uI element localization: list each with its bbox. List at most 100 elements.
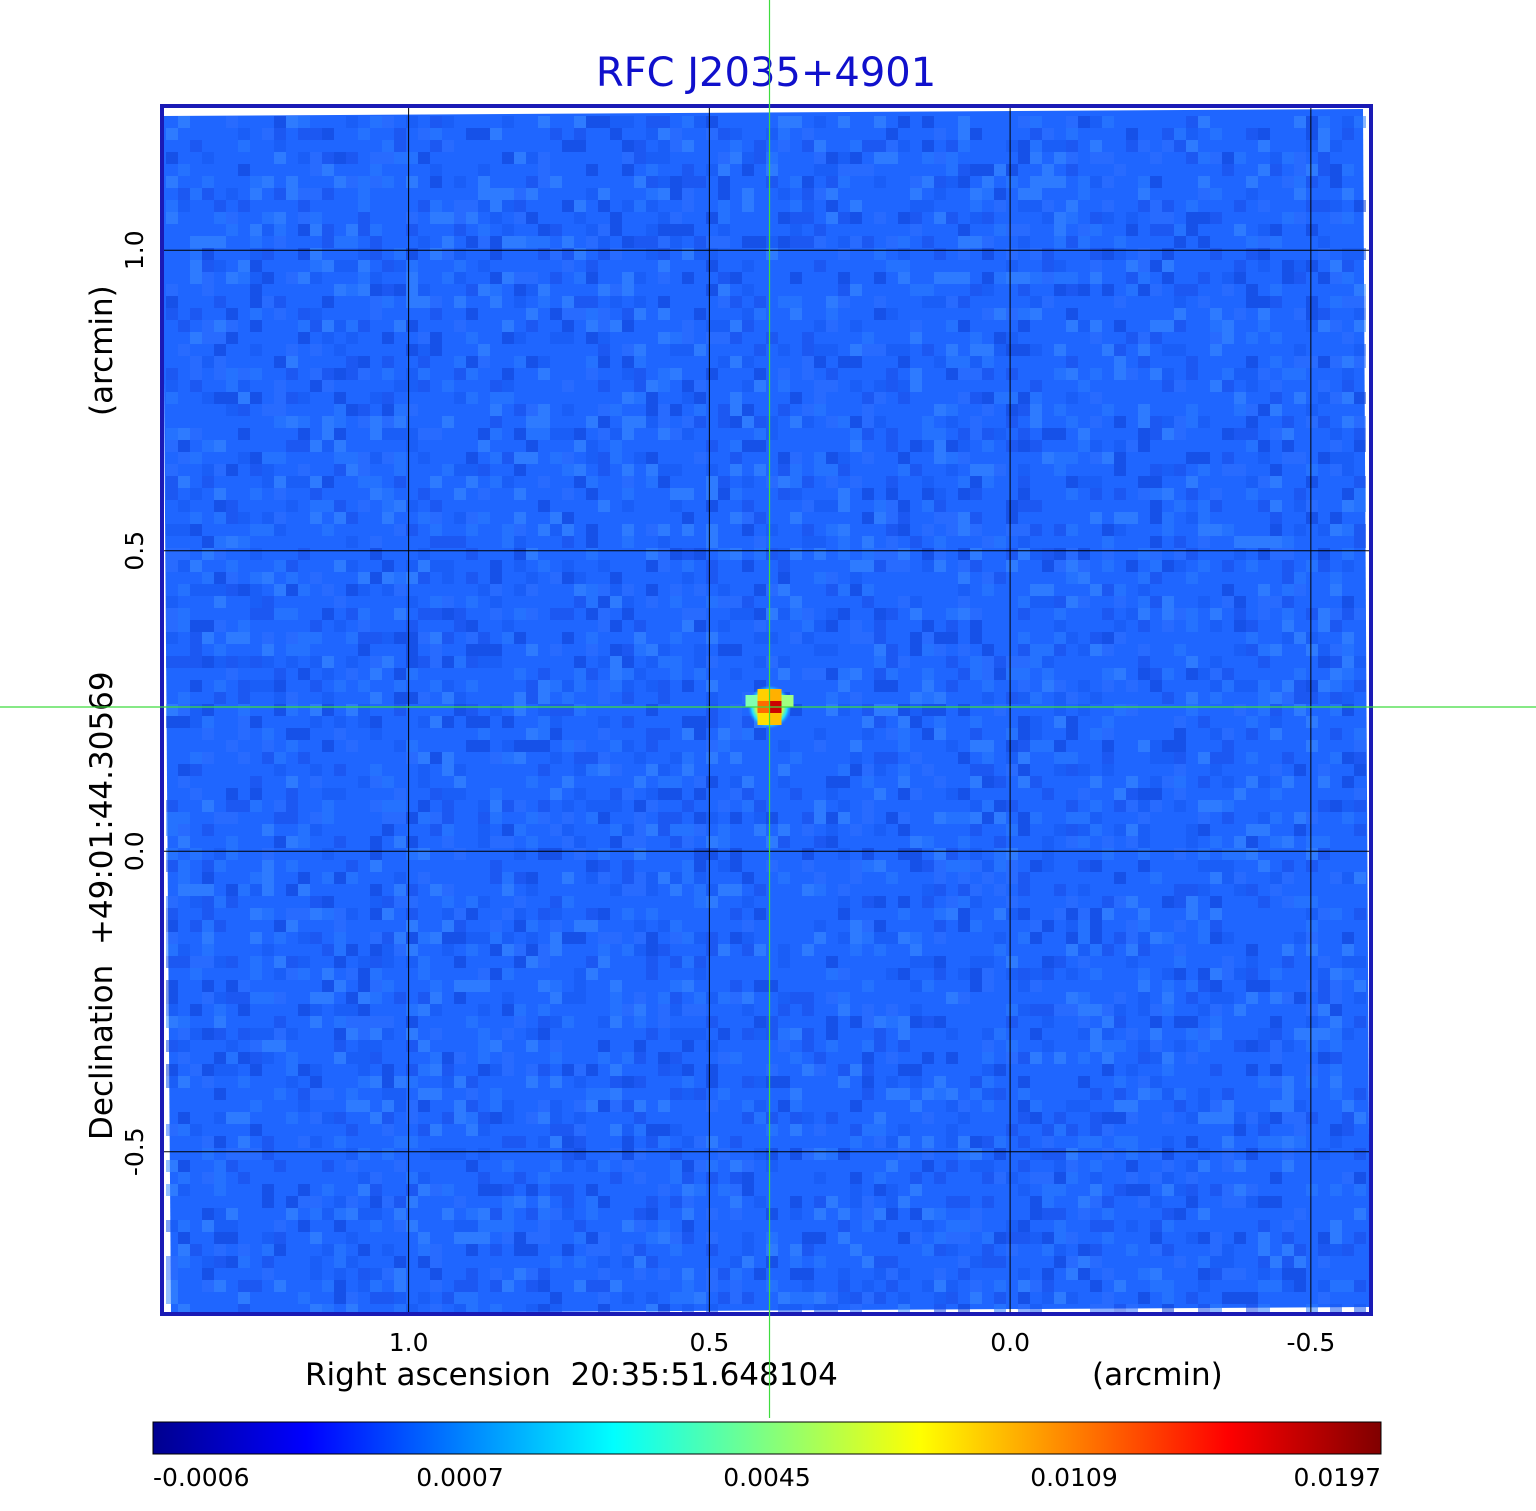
noise-pixel [310, 152, 322, 164]
noise-pixel [178, 1124, 190, 1136]
noise-pixel [334, 392, 346, 404]
noise-pixel [718, 488, 730, 500]
noise-pixel [754, 416, 766, 428]
noise-pixel [622, 1124, 634, 1136]
noise-pixel [934, 152, 946, 164]
noise-pixel [730, 488, 742, 500]
noise-pixel [982, 572, 994, 584]
noise-pixel [1126, 1172, 1138, 1184]
noise-pixel [598, 1196, 610, 1208]
noise-pixel [310, 776, 322, 788]
noise-pixel [934, 884, 946, 896]
noise-pixel [1270, 356, 1282, 368]
noise-pixel [1306, 812, 1318, 824]
noise-pixel [1246, 368, 1258, 380]
noise-pixel [850, 860, 862, 872]
noise-pixel [394, 872, 406, 884]
noise-pixel [262, 128, 274, 140]
noise-pixel [1138, 416, 1150, 428]
noise-pixel [778, 128, 790, 140]
noise-pixel [502, 968, 514, 980]
noise-pixel [406, 524, 418, 536]
noise-pixel [634, 644, 646, 656]
noise-pixel [202, 896, 214, 908]
noise-pixel [406, 1028, 418, 1040]
noise-pixel [550, 1304, 562, 1314]
noise-pixel [322, 152, 334, 164]
noise-pixel [862, 1088, 874, 1100]
noise-pixel [1342, 188, 1354, 200]
noise-pixel [1078, 116, 1090, 128]
noise-pixel [370, 536, 382, 548]
noise-pixel [466, 476, 478, 488]
noise-pixel [178, 1112, 190, 1124]
noise-pixel [1114, 164, 1126, 176]
noise-pixel [838, 164, 850, 176]
noise-pixel [226, 1148, 238, 1160]
noise-pixel [526, 1184, 538, 1196]
noise-pixel [1150, 176, 1162, 188]
noise-pixel [730, 440, 742, 452]
noise-pixel [1306, 860, 1318, 872]
noise-pixel [358, 320, 370, 332]
noise-pixel [1270, 500, 1282, 512]
noise-pixel [886, 1136, 898, 1148]
noise-pixel [730, 272, 742, 284]
noise-pixel [1318, 308, 1330, 320]
noise-pixel [418, 1064, 430, 1076]
noise-pixel [946, 1160, 958, 1172]
noise-pixel [970, 560, 982, 572]
noise-pixel [1090, 1004, 1102, 1016]
noise-pixel [1222, 812, 1234, 824]
noise-pixel [466, 596, 478, 608]
noise-pixel [1330, 1076, 1342, 1088]
noise-pixel [1150, 260, 1162, 272]
noise-pixel [1198, 1088, 1210, 1100]
noise-pixel [310, 908, 322, 920]
noise-pixel [1030, 116, 1042, 128]
noise-pixel [466, 128, 478, 140]
noise-pixel [226, 1040, 238, 1052]
noise-pixel [1090, 368, 1102, 380]
noise-pixel [610, 680, 622, 692]
noise-pixel [886, 1256, 898, 1268]
noise-pixel [238, 632, 250, 644]
noise-pixel [898, 1016, 910, 1028]
noise-pixel [658, 1064, 670, 1076]
noise-pixel [730, 356, 742, 368]
noise-pixel [1174, 944, 1186, 956]
noise-pixel [910, 848, 922, 860]
noise-pixel [286, 1076, 298, 1088]
noise-pixel [1066, 752, 1078, 764]
noise-pixel [538, 356, 550, 368]
noise-pixel [598, 1016, 610, 1028]
noise-pixel [190, 428, 202, 440]
noise-pixel [982, 368, 994, 380]
noise-pixel [490, 200, 502, 212]
noise-pixel [1222, 380, 1234, 392]
noise-pixel [454, 764, 466, 776]
noise-pixel [1066, 488, 1078, 500]
noise-pixel [658, 260, 670, 272]
noise-pixel [370, 896, 382, 908]
noise-pixel [1018, 224, 1030, 236]
noise-pixel [598, 800, 610, 812]
noise-pixel [1030, 740, 1042, 752]
noise-pixel [922, 500, 934, 512]
noise-pixel [1054, 1220, 1066, 1232]
noise-pixel [862, 404, 874, 416]
noise-pixel [322, 992, 334, 1004]
noise-pixel [310, 248, 322, 260]
noise-pixel [1198, 920, 1210, 932]
noise-pixel [1330, 212, 1342, 224]
noise-pixel [754, 884, 766, 896]
noise-pixel [1294, 764, 1306, 776]
noise-pixel [454, 620, 466, 632]
noise-pixel [190, 920, 202, 932]
noise-pixel [1354, 200, 1366, 212]
noise-pixel [982, 644, 994, 656]
noise-pixel [622, 1160, 634, 1172]
noise-pixel [214, 896, 226, 908]
noise-pixel [190, 1124, 202, 1136]
noise-pixel [1102, 836, 1114, 848]
